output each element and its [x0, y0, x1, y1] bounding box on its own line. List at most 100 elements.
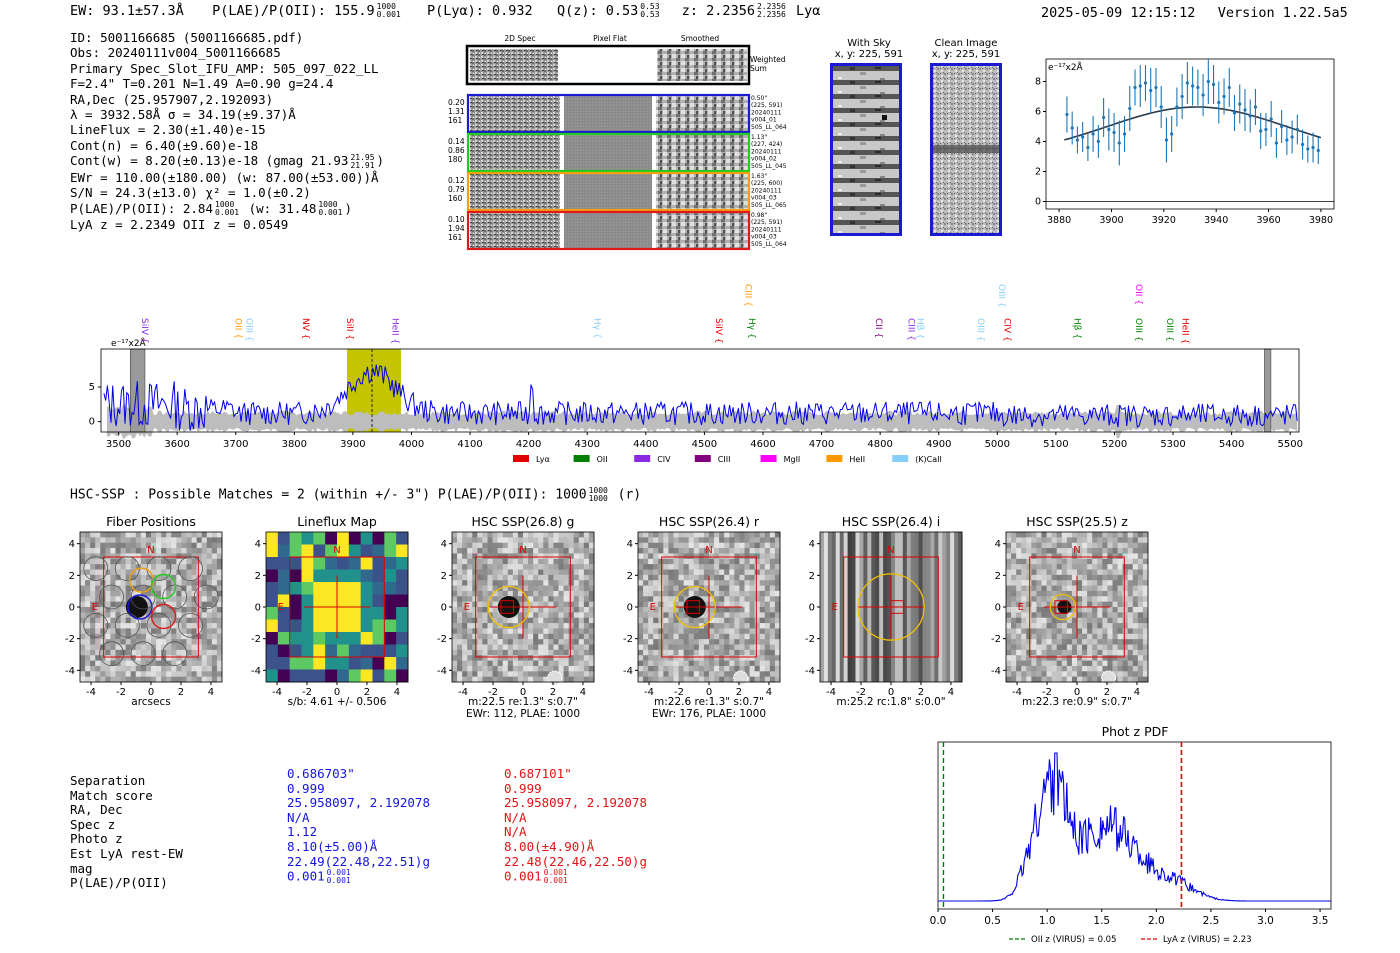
hsc-pixel: [517, 569, 524, 576]
hsc-pixel: [196, 564, 203, 570]
spec-ylabel-1: 5: [89, 382, 95, 393]
hsc-pixel: [145, 532, 152, 538]
hsc-pixel: [558, 532, 564, 538]
hsc-pixel: [1011, 676, 1017, 683]
hsc-pixel: [528, 590, 534, 597]
hsc-pixel: [502, 665, 509, 672]
cutout-left-2-2: 160: [448, 194, 463, 203]
hsc-pixel: [533, 596, 539, 603]
hsc-pixel: [688, 542, 695, 549]
hsc-pixel: [643, 542, 649, 549]
hsc-pixel: [1117, 580, 1124, 586]
hsc-pixel: [724, 676, 730, 683]
hsc-pixel: [1006, 607, 1012, 613]
hsc-pixel: [1122, 649, 1129, 656]
hsc-pixel: [206, 590, 213, 597]
hsc-pixel: [151, 542, 157, 549]
hsc-pixel: [477, 660, 483, 667]
hsc-pixel: [452, 612, 458, 619]
hsc-pixel: [764, 607, 771, 613]
hsc-pixel: [1066, 612, 1073, 619]
pdf-legend-oii: OII z (VIRUS) = 0.05: [1031, 935, 1117, 945]
hsc-pixel: [1066, 671, 1073, 678]
hsc-pixel: [472, 542, 478, 549]
hsc-pixel: [472, 548, 478, 554]
hsc-pixel: [714, 612, 720, 619]
spec-flux-line: [103, 364, 1298, 431]
hsc-pixel: [774, 671, 781, 678]
hsc-pixel: [673, 676, 679, 683]
hsc-pixel: [764, 660, 771, 667]
hsc-pixel: [1021, 628, 1027, 635]
hsc-pixel: [643, 633, 649, 640]
hsc-pixel: [563, 569, 570, 576]
hsc-pixel: [181, 655, 187, 661]
hsc-pixel: [754, 553, 761, 560]
hsc-pixel: [658, 676, 664, 683]
hsc-pixel: [120, 639, 127, 645]
hsc-pixel: [1122, 553, 1129, 560]
hsc-pixel: [688, 585, 695, 592]
match-2-value-2: 25.958097, 2.192078: [504, 795, 647, 811]
hsc-pixel: [1026, 585, 1032, 592]
hsc-pixel: [145, 601, 152, 608]
hsc-pixel: [1092, 542, 1098, 549]
hsc-pixel: [1132, 644, 1139, 651]
hsc-pixel: [668, 612, 674, 619]
cutout-flat-2: [564, 174, 652, 209]
hsc-pixel: [583, 580, 590, 586]
hsc-pixel: [1071, 574, 1078, 581]
hsc-pixel: [523, 665, 529, 672]
hsc-ylabel: 4: [255, 539, 261, 550]
hsc-pixel: [693, 649, 700, 656]
hsc-north-label: N: [147, 545, 154, 556]
match-2-value-6: 22.48(22.46,22.50)g: [504, 854, 647, 870]
full-spectrum-plot: 3500 3600 3700 3800 3900 4000 4100 4200 4300 4400…: [89, 284, 1303, 464]
lineflux-cell: [337, 632, 350, 645]
hsc-pixel: [648, 671, 654, 678]
hsc-pixel: [724, 665, 730, 672]
hsc-pixel: [759, 639, 766, 645]
hsc-pixel: [201, 649, 208, 656]
hsc-xlabel: 2: [178, 687, 184, 698]
hsc-pixel: [1137, 580, 1144, 586]
hsc-pixel: [196, 649, 203, 656]
hsc-pixel: [1066, 569, 1073, 576]
hsc-pixel: [1026, 564, 1032, 570]
hsc-pixel: [171, 558, 177, 565]
cutout-left-3-0: 0.10: [448, 215, 465, 224]
hsc-pixel: [573, 596, 580, 603]
hsc-pixel: [754, 628, 761, 635]
hsc-pixel: [764, 601, 771, 608]
hsc-pixel: [1102, 660, 1108, 667]
hsc-pixel: [678, 649, 685, 656]
hsc-pixel: [673, 623, 679, 629]
hsc-pixel: [105, 644, 111, 651]
hsc-pixel: [724, 569, 730, 576]
hsc-pixel: [1102, 580, 1108, 586]
hsc-pixel: [759, 676, 766, 683]
hsc-pixel: [191, 612, 198, 619]
hsc-pixel: [563, 564, 570, 570]
hsc-pixel: [558, 628, 564, 635]
cutout-right-2-1: (225, 600): [751, 180, 782, 187]
hsc-pixel: [1137, 655, 1144, 661]
hsc-pixel: [472, 590, 478, 597]
hsc-pixel: [1021, 564, 1027, 570]
hsc-pixel: [643, 553, 649, 560]
hsc-pixel: [638, 537, 644, 544]
hsc-pixel: [678, 558, 685, 565]
cutout-sep-0: [561, 96, 564, 131]
hsc-pixel: [573, 639, 580, 645]
hsc-pixel: [186, 569, 192, 576]
cutout-smooth-2: [656, 174, 748, 209]
zoom-point-0: [1065, 112, 1069, 117]
hsc-pixel: [709, 639, 715, 645]
hsc-pixel: [156, 607, 162, 613]
cutout-right-1-3: v004_02: [751, 156, 777, 163]
hsc-pixel: [216, 644, 223, 651]
hsc-pixel: [151, 532, 157, 538]
hsc-pixel: [1021, 671, 1027, 678]
hsc-pixel: [487, 644, 493, 651]
hsc-pixel: [181, 617, 187, 624]
